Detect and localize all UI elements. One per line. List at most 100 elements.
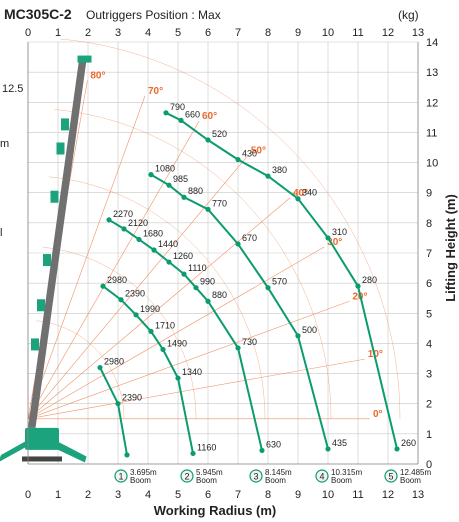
data-label: 1160: [197, 442, 216, 452]
data-label: 520: [212, 129, 227, 139]
data-point: [178, 117, 184, 123]
data-point: [133, 312, 139, 318]
x-tick-label: 0: [25, 489, 31, 501]
boom-marker: [249, 469, 263, 483]
data-label: 430: [242, 149, 257, 159]
data-label: 730: [242, 337, 257, 347]
x-tick-label: 5: [175, 489, 181, 501]
data-point: [295, 333, 301, 339]
boom-length-label: 10.315m: [331, 468, 362, 477]
boom-length-unit: Boom: [331, 476, 352, 485]
outrigger-subtitle: Outriggers Position : Max: [86, 8, 221, 22]
crane-illustration: [0, 55, 92, 463]
radius-arc: [54, 109, 332, 419]
crane-section-marker: [43, 254, 51, 267]
boom-marker: [180, 469, 194, 483]
data-label: 2980: [104, 357, 124, 367]
boom-marker-number: 1: [118, 472, 123, 482]
data-point: [235, 241, 241, 247]
data-label: 1490: [167, 338, 187, 348]
data-point: [259, 447, 265, 454]
boom-angle-line: [27, 155, 249, 419]
y-tick-label: 3: [426, 369, 432, 381]
capacity-curve: [150, 173, 329, 450]
model-title: MC305C-2: [4, 6, 72, 22]
boom-length-unit: Boom: [265, 476, 286, 485]
crane-section-marker: [37, 299, 45, 312]
data-point: [136, 236, 142, 243]
x-tick-label-top: 13: [412, 27, 424, 39]
y-tick-label: 2: [426, 399, 432, 411]
data-label: 990: [200, 277, 215, 287]
data-point: [181, 271, 187, 277]
side-l: l: [0, 227, 2, 239]
x-tick-label-top: 3: [115, 27, 121, 39]
x-axis-title: Working Radius (m): [154, 503, 277, 518]
data-point: [265, 173, 271, 179]
crane-track: [22, 456, 62, 462]
boom-angle-label: 60°: [202, 111, 217, 122]
data-point: [163, 110, 169, 116]
boom-angle-label: 0°: [373, 409, 383, 420]
y-tick-label: 6: [426, 278, 432, 290]
capacity-curve: [108, 218, 263, 451]
radius-arc: [36, 320, 125, 419]
data-point: [106, 217, 112, 223]
y-axis-title: Lifting Height (m): [443, 194, 458, 302]
boom-marker-number: 5: [388, 472, 393, 482]
x-tick-label: 12: [382, 489, 394, 501]
data-label: 1080: [155, 164, 175, 174]
data-label: 310: [332, 227, 347, 237]
data-label: 1680: [143, 228, 163, 238]
data-point: [118, 297, 124, 303]
data-label: 790: [170, 102, 185, 112]
y-tick-label: 14: [426, 37, 438, 49]
data-point: [181, 194, 187, 200]
x-tick-label: 11: [352, 489, 363, 501]
boom-angle-label: 50°: [251, 146, 266, 157]
data-label: 1260: [173, 251, 193, 261]
boom-length-label: 3.695m: [130, 468, 157, 477]
x-tick-label-top: 4: [145, 27, 151, 39]
boom-length-label: 8.145m: [265, 468, 292, 477]
x-tick-label: 4: [145, 489, 151, 501]
data-point: [115, 401, 121, 407]
unit-label: (kg): [398, 8, 419, 22]
x-tick-label-top: 8: [265, 27, 271, 39]
data-point: [325, 446, 331, 452]
radius-arc: [48, 176, 266, 419]
data-point: [148, 328, 154, 334]
crane-outrigger-left: [0, 439, 28, 462]
crane-section-marker: [31, 338, 39, 351]
data-label: 2390: [122, 393, 142, 403]
boom-length-unit: Boom: [196, 476, 217, 485]
x-tick-label: 8: [265, 489, 271, 501]
boom-angle-line: [27, 300, 350, 420]
data-label: 880: [188, 186, 203, 196]
x-tick-label-top: 0: [25, 27, 31, 39]
x-tick-label-top: 6: [205, 27, 211, 39]
data-point: [295, 196, 301, 202]
boom-length-unit: Boom: [400, 476, 421, 485]
crane-boom: [28, 60, 87, 428]
data-point: [166, 259, 172, 265]
boom-angle-label: 40°: [293, 188, 308, 199]
y-tick-label: 12: [426, 97, 438, 109]
capacity-curve: [99, 367, 128, 456]
data-label: 2980: [107, 275, 127, 285]
x-tick-label-top: 11: [352, 27, 363, 39]
data-label: 630: [266, 439, 281, 449]
data-label: 2270: [113, 209, 133, 219]
y-tick-label: 4: [426, 338, 432, 350]
y-tick-label: 10: [426, 158, 438, 170]
y-tick-label: 9: [426, 188, 432, 200]
data-label: 1990: [140, 304, 160, 314]
x-tick-label-top: 12: [382, 27, 394, 39]
data-label: 660: [185, 109, 200, 119]
boom-length-unit: Boom: [130, 476, 151, 485]
data-label: 380: [272, 165, 287, 175]
data-label: 1110: [188, 263, 207, 273]
data-point: [394, 446, 400, 452]
